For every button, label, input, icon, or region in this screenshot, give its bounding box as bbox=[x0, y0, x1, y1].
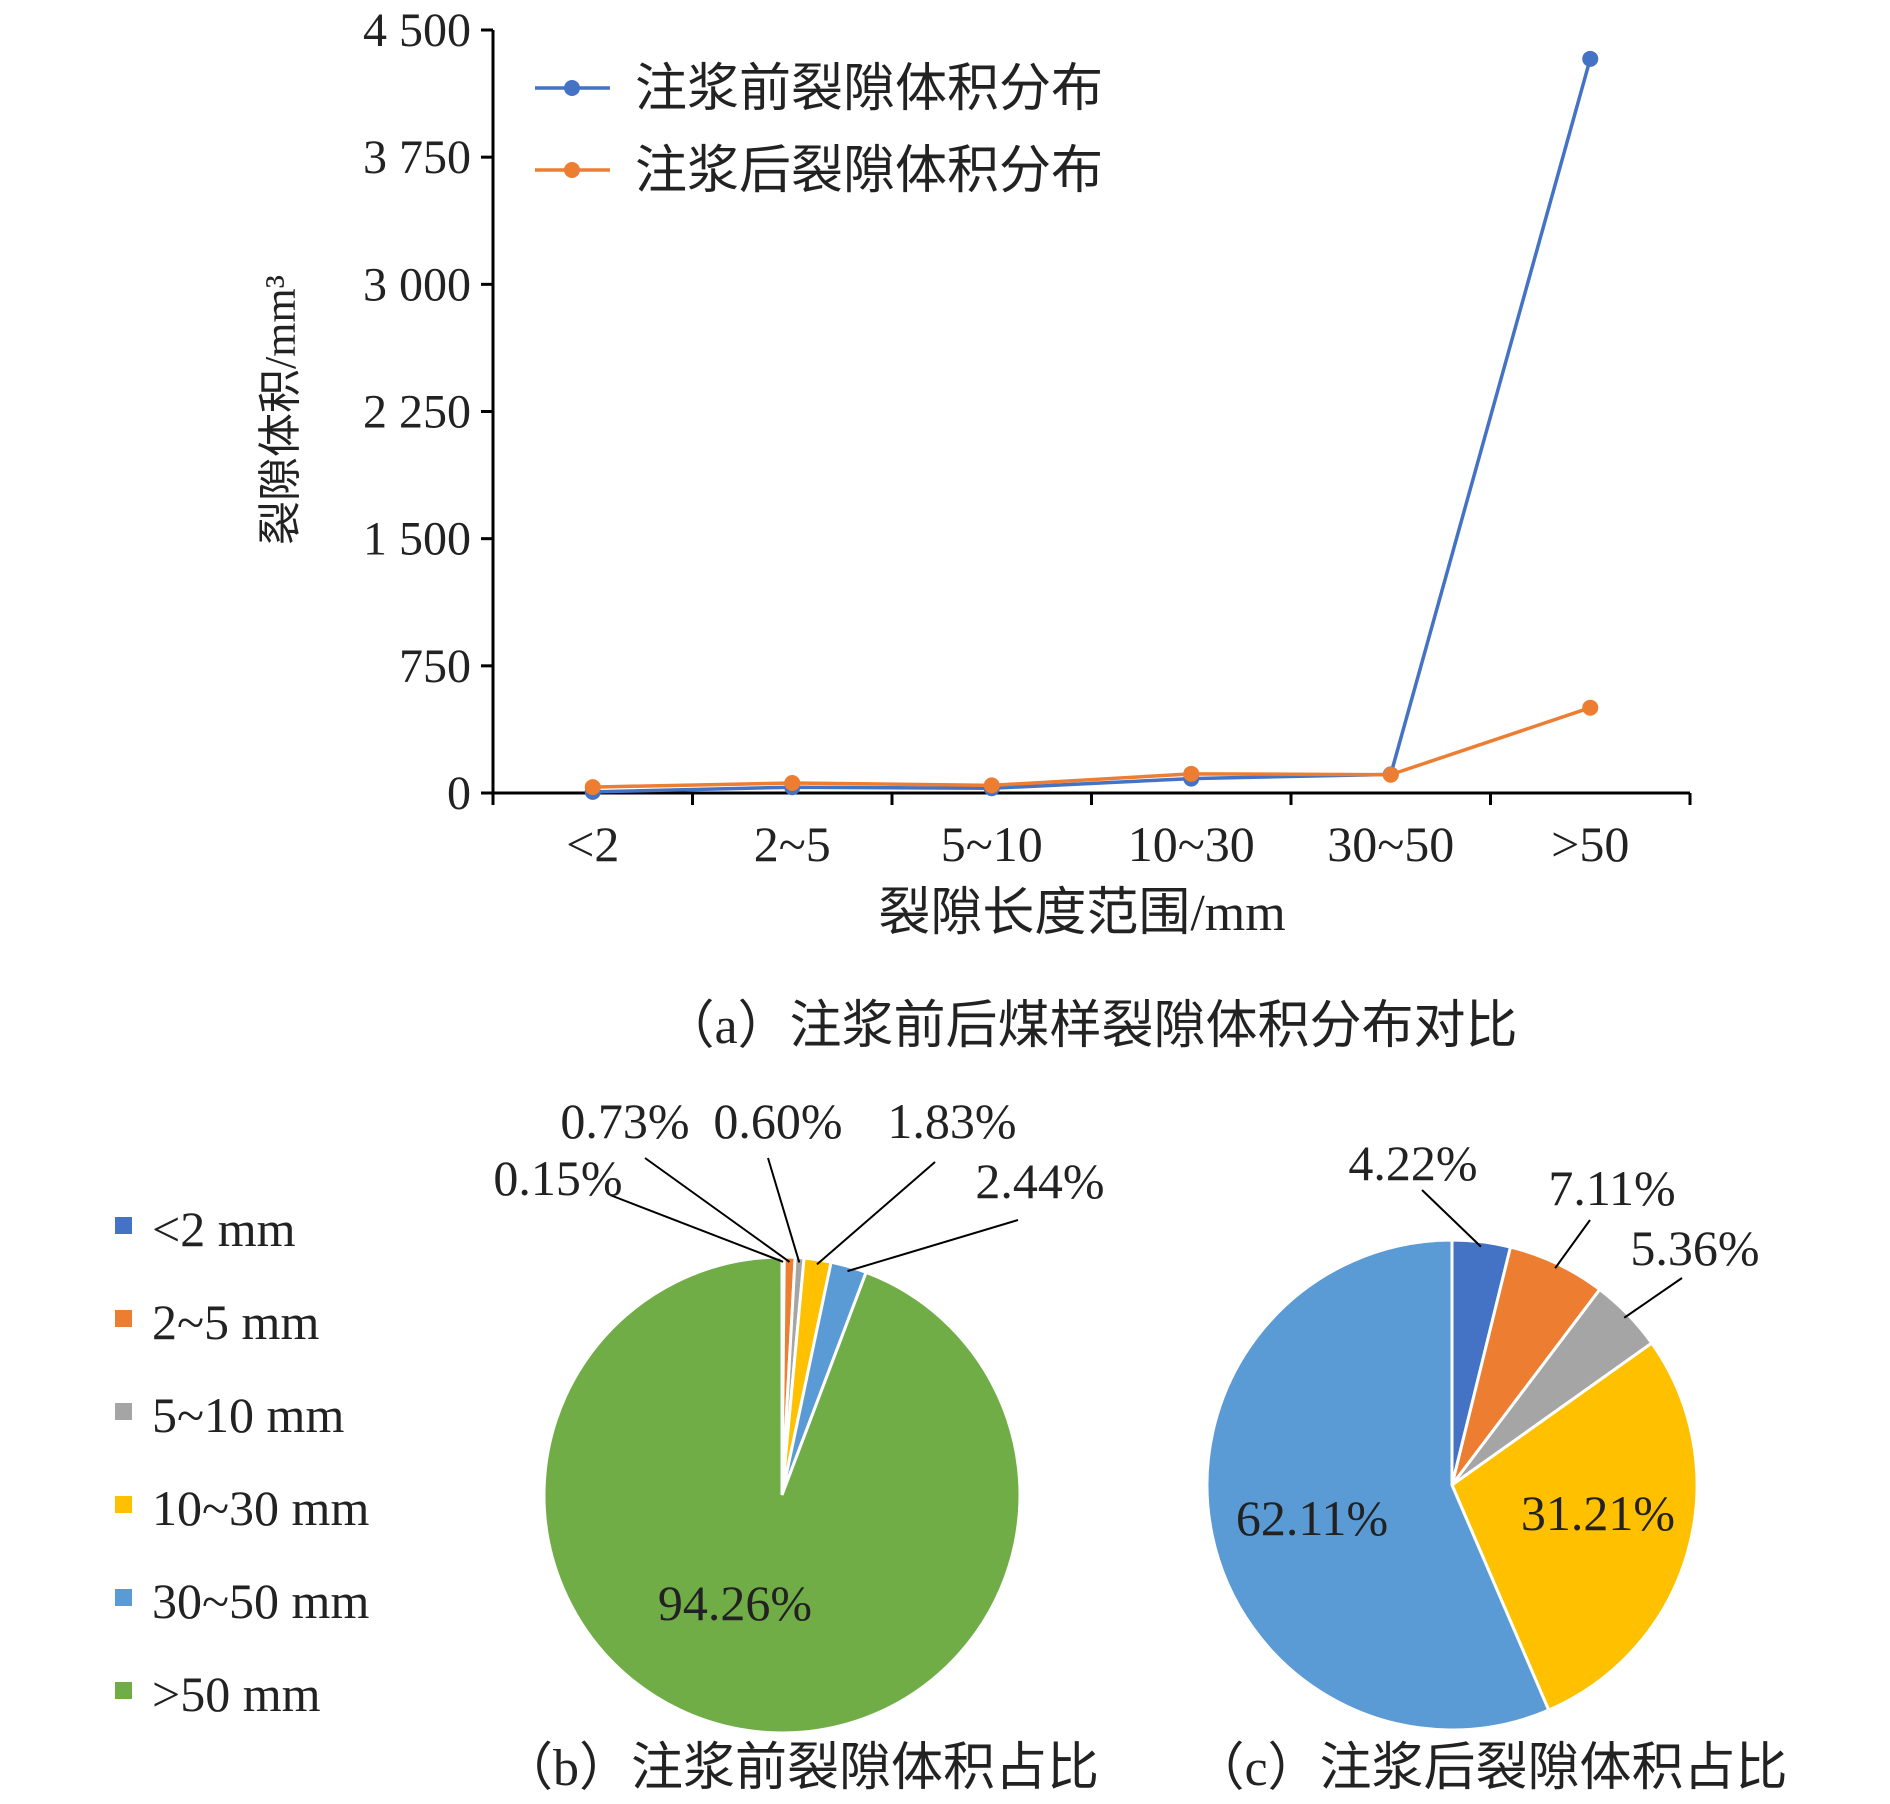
x-tick-label: 2~5 bbox=[754, 816, 831, 872]
y-tick-label: 1 500 bbox=[363, 513, 471, 566]
pie-leader-line bbox=[847, 1219, 1019, 1273]
pie-value-label: 5.36% bbox=[1630, 1220, 1759, 1276]
legend-label: 注浆后裂隙体积分布 bbox=[635, 143, 1103, 200]
pie-leader-line bbox=[1554, 1219, 1591, 1269]
legend-swatch-marker bbox=[564, 162, 580, 178]
pie-value-label: 4.22% bbox=[1348, 1135, 1477, 1191]
pie-leader-line bbox=[767, 1157, 801, 1263]
pie-legend-label: 5~10 mm bbox=[152, 1387, 344, 1443]
line-series-group bbox=[584, 50, 1599, 800]
legend-swatch-marker bbox=[564, 80, 580, 96]
pie-legend-label: 2~5 mm bbox=[152, 1294, 319, 1350]
y-tick-label: 750 bbox=[399, 640, 471, 693]
pie-leader-line bbox=[644, 1157, 791, 1263]
pie-chart-after: 4.22% 7.11%5.36% 31.21% 62.11% bbox=[1205, 1135, 1760, 1732]
x-tick-label: 30~50 bbox=[1327, 816, 1454, 872]
pie-leader-line bbox=[1623, 1277, 1683, 1319]
pie-leader-line bbox=[816, 1161, 936, 1266]
data-point bbox=[1382, 766, 1399, 783]
pie-legend-swatch bbox=[115, 1403, 132, 1420]
pie-legend-swatch bbox=[115, 1217, 132, 1234]
pie-slice bbox=[1205, 1238, 1551, 1732]
x-axis: <2 2~5 5~10 10~30 30~50 >50 bbox=[491, 791, 1692, 872]
pie-leader-line bbox=[609, 1194, 784, 1263]
pie-value-label: 0.73% bbox=[560, 1093, 689, 1149]
pie-value-label: 0.15% bbox=[493, 1150, 622, 1206]
y-tick-label: 0 bbox=[447, 767, 471, 820]
caption-c: （c）注浆后裂隙体积占比 bbox=[1192, 1740, 1787, 1797]
y-tick-label: 4 500 bbox=[363, 4, 471, 57]
legend-label: 注浆前裂隙体积分布 bbox=[635, 61, 1103, 118]
pie-legend-label: 30~50 mm bbox=[152, 1573, 369, 1629]
x-axis-label: 裂隙长度范围/mm bbox=[878, 885, 1285, 942]
pie-legend-swatch bbox=[115, 1589, 132, 1606]
pie-legend-label: 10~30 mm bbox=[152, 1480, 369, 1536]
caption-b: （b）注浆前裂隙体积占比 bbox=[501, 1740, 1099, 1797]
pie-value-label: 62.11% bbox=[1236, 1490, 1388, 1546]
pie-slice bbox=[542, 1255, 1022, 1735]
y-tick-label: 3 750 bbox=[363, 131, 471, 184]
data-point bbox=[1183, 765, 1200, 782]
y-axis: 0 750 1 500 2 250 3 000 3 750 4 500 bbox=[363, 4, 495, 820]
pie-value-label: 1.83% bbox=[887, 1093, 1016, 1149]
data-point bbox=[784, 774, 801, 791]
pie-legend: <2 mm 2~5 mm 5~10 mm 10~30 mm 30~50 mm >50 mm bbox=[115, 1201, 369, 1722]
y-tick-label: 3 000 bbox=[363, 258, 471, 311]
x-tick-label: 5~10 bbox=[941, 816, 1043, 872]
x-tick-label: <2 bbox=[566, 816, 619, 872]
caption-a: （a）注浆前后煤样裂隙体积分布对比 bbox=[662, 998, 1517, 1055]
pie-value-label: 2.44% bbox=[975, 1153, 1104, 1209]
data-point bbox=[584, 779, 601, 796]
x-tick-label: 10~30 bbox=[1128, 816, 1255, 872]
series-line-2 bbox=[592, 706, 1591, 789]
series-line-1 bbox=[592, 58, 1592, 794]
pie-value-label: 0.60% bbox=[713, 1093, 842, 1149]
pie-value-label: 94.26% bbox=[658, 1575, 812, 1631]
data-point bbox=[1582, 50, 1599, 67]
pie-value-label: 7.11% bbox=[1548, 1160, 1675, 1216]
pie-legend-label: <2 mm bbox=[152, 1201, 296, 1257]
pie-legend-swatch bbox=[115, 1682, 132, 1699]
pie-chart-before: 0.15%0.73% 0.60% 1.83%2.44% 94.26% bbox=[493, 1093, 1105, 1735]
pie-legend-swatch bbox=[115, 1496, 132, 1513]
pie-leader-line bbox=[1421, 1189, 1482, 1248]
pie-legend-swatch bbox=[115, 1310, 132, 1327]
pie-legend-label: >50 mm bbox=[152, 1666, 321, 1722]
y-axis-label: 裂隙体积/mm³ bbox=[256, 275, 305, 545]
x-tick-label: >50 bbox=[1551, 816, 1629, 872]
line-chart: 0 750 1 500 2 250 3 000 3 750 4 500 <2 2~5 5~10 1… bbox=[256, 4, 1692, 1055]
data-point bbox=[1582, 699, 1599, 716]
y-tick-label: 2 250 bbox=[363, 386, 471, 439]
pie-slice bbox=[1450, 1341, 1699, 1713]
data-point bbox=[983, 777, 1000, 794]
pie-value-label: 31.21% bbox=[1521, 1485, 1675, 1541]
